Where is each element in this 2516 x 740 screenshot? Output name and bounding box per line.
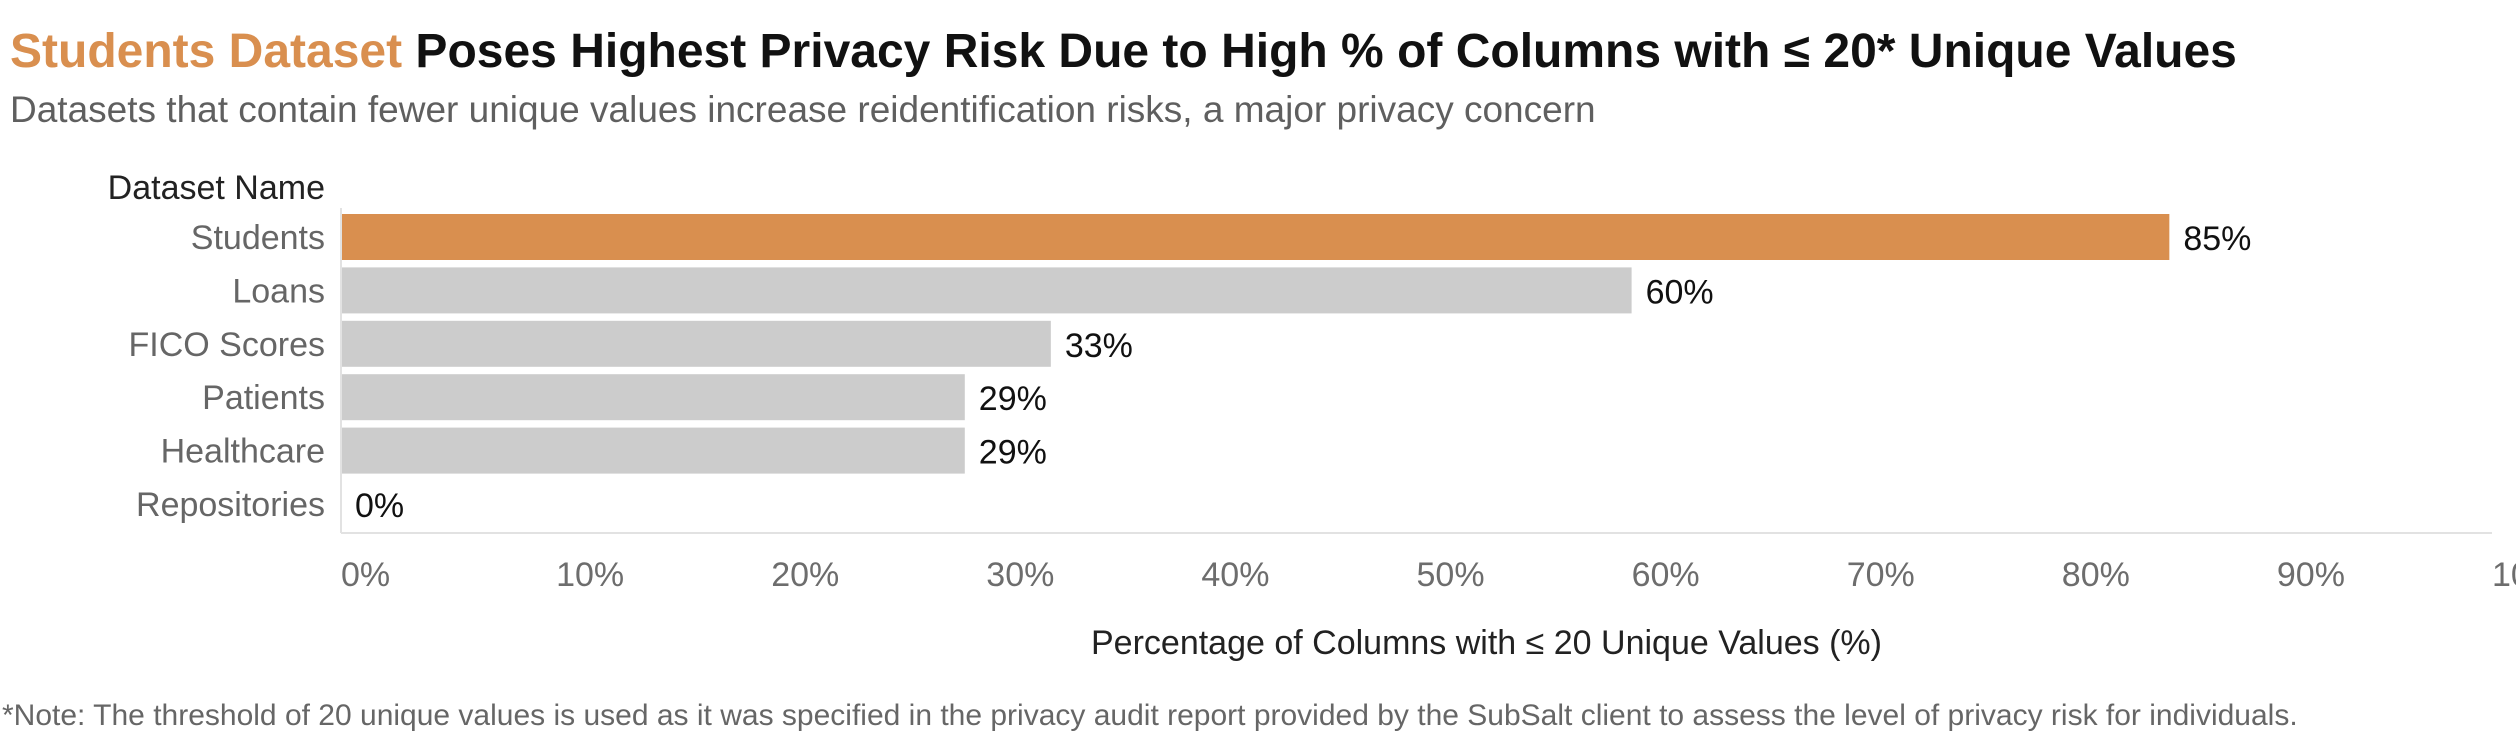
category-label: Students [191, 219, 325, 257]
x-tick-label: 60% [1632, 556, 1700, 594]
bar [341, 427, 965, 474]
data-label: 29% [979, 434, 1047, 472]
data-label: 0% [355, 487, 404, 525]
y-axis-title: Dataset Name [108, 169, 325, 207]
bar [341, 267, 1632, 314]
data-label: 60% [1646, 273, 1714, 311]
x-tick-label: 70% [1847, 556, 1915, 594]
data-label: 33% [1065, 327, 1133, 365]
chart-subtitle: Datasets that contain fewer unique value… [10, 89, 1596, 130]
x-tick-label: 30% [986, 556, 1054, 594]
bar [341, 320, 1051, 367]
bar [341, 374, 965, 421]
data-label: 85% [2183, 220, 2251, 258]
x-tick-label: 80% [2062, 556, 2130, 594]
x-axis-title: Percentage of Columns with ≤ 20 Unique V… [1091, 624, 1882, 662]
x-tick-label: 10% [556, 556, 624, 594]
footnote: *Note: The threshold of 20 unique values… [2, 699, 2298, 732]
category-label: Loans [232, 272, 325, 310]
chart-title-highlight: Students Dataset [10, 25, 403, 78]
category-label: Repositories [136, 486, 325, 524]
category-label: Healthcare [161, 433, 325, 471]
x-tick-label: 90% [2277, 556, 2345, 594]
x-tick-label: 50% [1417, 556, 1485, 594]
category-label: FICO Scores [129, 326, 325, 364]
x-tick-label: 40% [1201, 556, 1269, 594]
category-label: Patients [202, 379, 325, 417]
chart-title-rest: Poses Highest Privacy Risk Due to High %… [402, 25, 2237, 78]
x-tick-label: 20% [771, 556, 839, 594]
data-label: 29% [979, 380, 1047, 418]
x-tick-label: 100% [2492, 556, 2516, 594]
x-tick-label: 0% [341, 556, 390, 594]
chart-title: Students Dataset Poses Highest Privacy R… [10, 22, 2237, 82]
bar-highlighted [341, 214, 2170, 260]
bar-chart: Dataset Name Students 85% Loans 60% FICO Scor… [108, 169, 2516, 662]
